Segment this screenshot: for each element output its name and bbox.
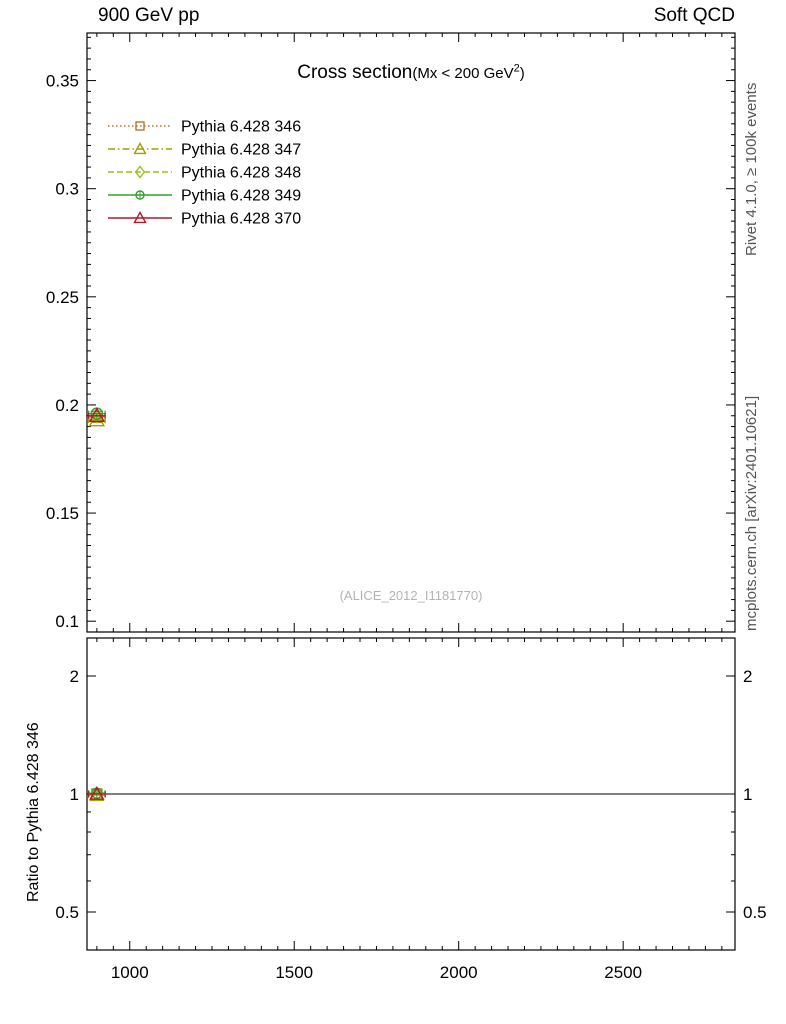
ratio-y-tick-label-right: 1 [743,785,752,804]
plot-title-close: ) [519,65,525,82]
ratio-y-tick-label: 1 [70,785,79,804]
legend-label: Pythia 6.428 347 [181,142,301,159]
main-plot-frame [86,32,736,633]
marker-diamond [90,786,103,802]
marker-diamond [134,165,146,179]
legend-label: Pythia 6.428 370 [181,211,301,228]
legend-label: Pythia 6.428 348 [181,165,301,182]
ratio-y-tick-label-right: 2 [743,667,752,686]
legend-item: Pythia 6.428 348 [108,165,301,182]
x-tick-label: 2500 [604,963,642,982]
marker-square [135,121,145,131]
x-tick-label: 1000 [111,963,149,982]
y-tick-label: 0.15 [46,504,79,523]
beam-energy-label: 900 GeV pp [98,5,200,26]
legend-item: Pythia 6.428 349 [108,188,301,205]
y-tick-label: 0.2 [55,396,79,415]
y-tick-label: 0.1 [55,612,79,631]
marker-triangle [133,142,147,155]
rivet-version-note: Rivet 4.1.0, ≥ 100k events [743,82,760,256]
x-tick-label: 2000 [440,963,478,982]
ratio-axis-label: Ratio to Pythia 6.428 346 [25,722,42,902]
ratio-y-tick-label: 2 [70,667,79,686]
marker-triangle [88,407,106,423]
y-tick-label: 0.35 [46,72,79,91]
plot-title: Cross section(Mx < 200 GeV2) [87,62,735,84]
y-tick-label: 0.25 [46,288,79,307]
y-tick-label: 0.3 [55,180,79,199]
legend-item: Pythia 6.428 370 [108,211,301,228]
x-tick-label: 1500 [275,963,313,982]
marker-triangle [89,786,105,800]
legend-item: Pythia 6.428 346 [108,119,301,136]
plot-title-main: Cross section [297,62,413,83]
ratio-y-tick-label-right: 0.5 [743,903,767,922]
legend-label: Pythia 6.428 349 [181,188,301,205]
plot-title-condition: (Mx < 200 GeV [412,65,514,82]
analysis-id-watermark: (ALICE_2012_I1181770) [339,588,483,603]
series-ratio-4 [88,786,106,800]
process-group-label: Soft QCD [653,5,735,26]
ratio-y-tick-label: 0.5 [55,903,79,922]
legend-item: Pythia 6.428 347 [108,142,301,159]
mcplots-arxiv-note: mcplots.cern.ch [arXiv:2401.10621] [743,395,760,631]
plot-title-superscript: 2 [513,62,520,75]
series-main-4 [88,407,106,423]
marker-triangle [133,211,147,224]
legend-label: Pythia 6.428 346 [181,119,301,136]
